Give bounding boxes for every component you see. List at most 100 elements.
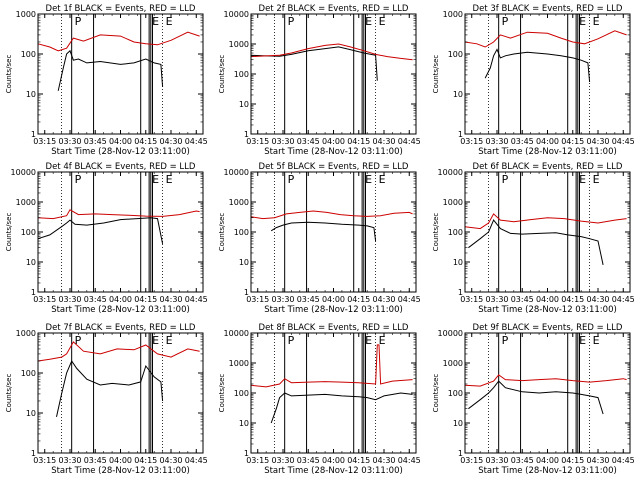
series-events-line [484,48,591,83]
marker-label: P [75,334,82,347]
x-tick-label: 04:00 [536,456,559,465]
panel-title: Det 6f BLACK = Events, RED = LLD [473,162,623,172]
y-tick-label: 10000 [224,329,249,338]
y-tick-label: 10000 [438,168,463,177]
y-tick-label: 1 [31,449,36,458]
x-tick-label: 04:00 [536,137,559,146]
marker-label: E [166,173,173,186]
x-tick-label: 03:30 [485,137,508,146]
panel-title: Det 4f BLACK = Events, RED = LLD [46,162,196,172]
series-lld-line [464,213,627,230]
x-tick-label: 04:15 [134,137,157,146]
y-tick-label: 1000 [229,198,249,207]
x-tick-label: 03:45 [297,295,320,304]
y-tick-label: 10 [26,258,36,267]
x-axis-label: Start Time (28-Nov-12 03:11:00) [51,147,190,157]
marker-label: E [365,173,372,186]
y-tick-label: 10 [453,419,463,428]
y-tick-label: 1000 [16,10,36,19]
x-tick-label: 03:30 [271,137,294,146]
plot-frame [37,13,204,135]
x-tick-label: 03:45 [84,295,107,304]
y-axis-label: Counts/sec [218,213,226,252]
x-tick-label: 03:30 [58,295,81,304]
series-lld-line [250,210,413,220]
series-lld-line [37,341,200,362]
x-tick-label: 04:00 [109,137,132,146]
x-tick-label: 04:15 [347,137,370,146]
y-tick-label: 100 [448,389,463,398]
y-tick-label: 10000 [224,168,249,177]
y-tick-label: 1 [31,130,36,139]
x-tick-label: 04:15 [134,295,157,304]
marker-label: E [166,334,173,347]
plot-frame [250,332,417,454]
x-tick-label: 04:45 [398,295,421,304]
y-tick-label: 1 [244,288,249,297]
x-tick-label: 03:30 [58,137,81,146]
x-axis-label: Start Time (28-Nov-12 03:11:00) [51,305,190,315]
marker-label: E [579,334,586,347]
plot-frame [250,171,417,293]
y-tick-label: 10000 [11,168,36,177]
panel-title: Det 5f BLACK = Events, RED = LLD [259,162,409,172]
y-tick-label: 100 [234,389,249,398]
y-tick-label: 10 [239,258,249,267]
x-tick-label: 03:30 [485,295,508,304]
x-axis-label: Start Time (28-Nov-12 03:11:00) [264,305,403,315]
panel-title: Det 3f BLACK = Events, RED = LLD [473,4,623,14]
x-tick-label: 03:45 [297,456,320,465]
x-tick-label: 04:30 [159,456,182,465]
x-tick-label: 03:15 [246,295,269,304]
x-axis-label: Start Time (28-Nov-12 03:11:00) [478,147,617,157]
y-tick-label: 100 [234,228,249,237]
y-axis-label: Counts/sec [5,213,13,252]
marker-label: E [579,173,586,186]
x-tick-label: 04:30 [372,295,395,304]
y-tick-label: 100 [448,50,463,59]
x-tick-label: 03:45 [84,456,107,465]
x-tick-label: 03:15 [460,295,483,304]
x-tick-label: 03:15 [246,456,269,465]
x-tick-label: 03:30 [271,295,294,304]
y-axis-label: Counts/sec [432,374,440,413]
y-axis-label: Counts/sec [5,374,13,413]
x-tick-label: 04:45 [612,137,635,146]
series-events-line [270,221,377,242]
panel-title: Det 9f BLACK = Events, RED = LLD [473,323,623,333]
y-tick-label: 10 [26,409,36,418]
y-axis-label: Counts/sec [218,55,226,94]
marker-label: E [365,334,372,347]
series-events-line [468,219,604,266]
x-tick-label: 03:30 [271,456,294,465]
marker-label: P [288,173,295,186]
x-tick-label: 03:45 [511,295,534,304]
x-tick-label: 03:45 [511,456,534,465]
y-tick-label: 100 [234,70,249,79]
marker-label: P [502,15,509,28]
x-axis-label: Start Time (28-Nov-12 03:11:00) [478,305,617,315]
x-tick-label: 04:30 [586,295,609,304]
y-tick-label: 10000 [224,10,249,19]
marker-label: E [379,334,386,347]
y-tick-label: 100 [21,369,36,378]
x-tick-label: 04:00 [322,137,345,146]
x-tick-label: 04:15 [347,295,370,304]
y-tick-label: 10 [239,100,249,109]
plot-frame [464,171,631,293]
x-tick-label: 03:45 [511,137,534,146]
x-tick-label: 04:30 [159,137,182,146]
x-tick-label: 03:45 [297,137,320,146]
x-tick-label: 03:45 [84,137,107,146]
y-axis-label: Counts/sec [432,213,440,252]
marker-label: E [166,15,173,28]
panel-title: Det 7f BLACK = Events, RED = LLD [46,323,196,333]
marker-label: E [593,15,600,28]
x-tick-label: 04:15 [561,295,584,304]
x-tick-label: 04:45 [185,137,208,146]
y-tick-label: 100 [21,228,36,237]
x-tick-label: 03:15 [33,137,56,146]
x-axis-label: Start Time (28-Nov-12 03:11:00) [264,466,403,476]
